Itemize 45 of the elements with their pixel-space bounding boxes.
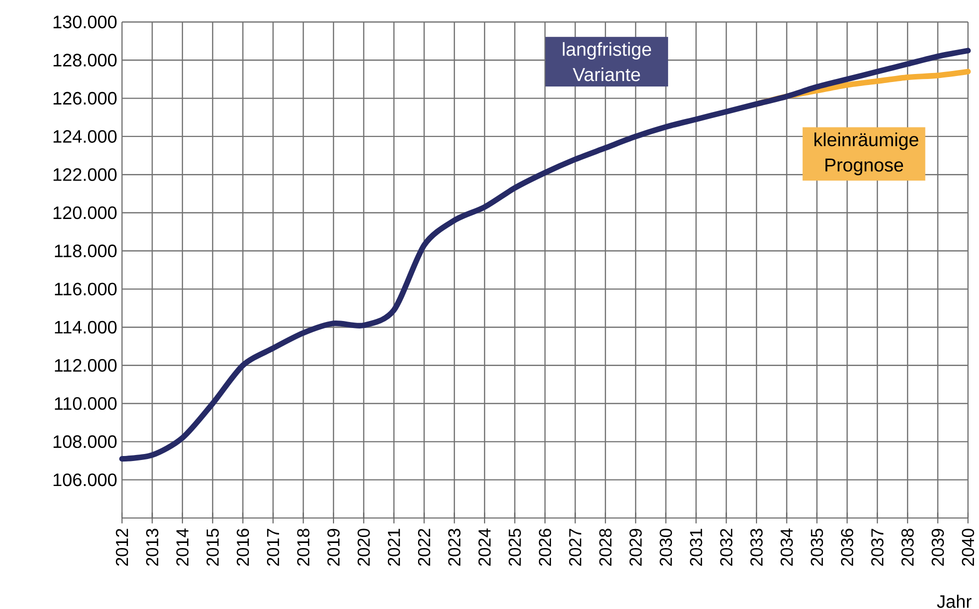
x-tick-label: 2028 bbox=[599, 528, 612, 566]
x-tick-label: 2025 bbox=[508, 528, 521, 566]
y-tick-label: 120.000 bbox=[54, 206, 117, 220]
y-tick-label: 122.000 bbox=[54, 168, 117, 181]
x-tick-label: 2023 bbox=[448, 528, 460, 566]
x-tick-label: 2034 bbox=[780, 528, 793, 566]
x-tick-label: 2029 bbox=[630, 528, 642, 566]
x-tick-label: 2012 bbox=[116, 528, 128, 566]
x-tick-label: 2024 bbox=[478, 528, 491, 566]
y-tick-label: 126.000 bbox=[54, 92, 117, 105]
x-tick-label: 2035 bbox=[810, 528, 824, 566]
x-tick-label: 2020 bbox=[358, 528, 370, 566]
x-tick-label: 2018 bbox=[297, 528, 310, 566]
x-tick-label: 2027 bbox=[569, 528, 582, 566]
x-tick-label: 2013 bbox=[146, 528, 158, 566]
y-tick-label: 112.000 bbox=[54, 359, 117, 372]
y-tick-label: 116.000 bbox=[54, 282, 117, 296]
x-tick-label: 2022 bbox=[418, 528, 430, 566]
y-tick-label: 110.000 bbox=[54, 397, 117, 410]
x-tick-label: 2037 bbox=[871, 528, 884, 566]
x-tick-label: 2015 bbox=[206, 528, 219, 566]
y-tick-label: 114.000 bbox=[54, 320, 117, 334]
x-tick-label: 2036 bbox=[841, 528, 854, 566]
x-tick-label: 2031 bbox=[690, 528, 702, 566]
x-tick-label: 2040 bbox=[962, 528, 974, 566]
x-tick-label: 2038 bbox=[901, 528, 914, 566]
y-tick-label: 118.000 bbox=[54, 244, 117, 258]
x-tick-label: 2033 bbox=[750, 528, 763, 566]
x-tick-label: 2030 bbox=[660, 528, 672, 566]
x-tick-label: 2032 bbox=[720, 528, 732, 566]
text: kleinräumige Prognose bbox=[814, 132, 918, 176]
x-tick-label: 2039 bbox=[932, 528, 944, 566]
x-tick-label: 2026 bbox=[538, 528, 552, 566]
x-tick-label: 2021 bbox=[388, 528, 400, 566]
y-tick-label: 124.000 bbox=[54, 130, 117, 143]
y-tick-label: 130.000 bbox=[54, 16, 117, 28]
text: langfristige Variante bbox=[562, 42, 652, 82]
x-axis-title: Jahr bbox=[937, 594, 972, 608]
y-tick-label: 128.000 bbox=[54, 54, 117, 67]
x-tick-label: 2017 bbox=[266, 528, 280, 566]
x-tick-label: 2014 bbox=[176, 528, 189, 566]
y-tick-label: 108.000 bbox=[54, 435, 117, 448]
x-tick-label: 2019 bbox=[327, 528, 340, 566]
x-tick-label: 2016 bbox=[236, 528, 249, 566]
y-tick-label: 106.000 bbox=[54, 473, 117, 486]
